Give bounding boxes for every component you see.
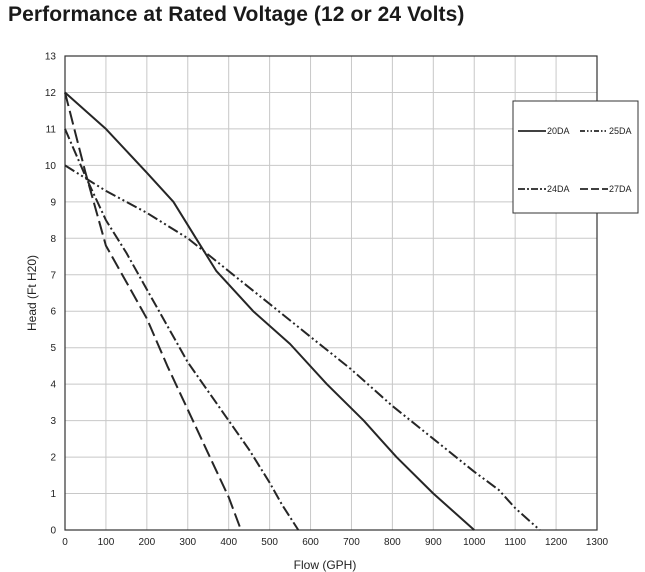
y-tick-label: 6 — [50, 307, 56, 318]
y-tick-label: 12 — [45, 88, 57, 99]
x-tick-label: 1200 — [545, 537, 568, 548]
series-line-24da — [64, 128, 300, 531]
x-tick-label: 200 — [139, 537, 156, 548]
y-tick-label: 10 — [45, 161, 57, 172]
y-tick-label: 9 — [50, 197, 56, 208]
y-tick-label: 13 — [45, 52, 57, 63]
legend-label-24da: 24DA — [547, 184, 570, 194]
x-tick-label: 1000 — [463, 537, 486, 548]
y-tick-label: 1 — [50, 489, 56, 500]
x-tick-label: 1300 — [586, 537, 609, 548]
legend: 20DA 25DA 24DA 27DA — [512, 100, 639, 214]
x-tick-label: 1100 — [504, 537, 526, 548]
series-line-25da — [64, 164, 541, 531]
plot-frame — [64, 55, 598, 531]
legend-label-25da: 25DA — [609, 126, 632, 136]
y-axis-label: Head (Ft H20) — [25, 255, 39, 331]
y-tick-label: 5 — [50, 343, 56, 354]
x-tick-label: 0 — [62, 537, 68, 548]
y-tick-label: 11 — [46, 124, 57, 135]
x-axis-label: Flow (GPH) — [294, 558, 357, 572]
chart-title: Performance at Rated Voltage (12 or 24 V… — [8, 3, 465, 26]
x-tick-label: 900 — [425, 537, 442, 548]
x-tick-label: 500 — [261, 537, 278, 548]
series-line-20da — [64, 91, 475, 531]
y-tick-label: 8 — [50, 234, 56, 245]
tick-labels: 0 100 200 300 400 500 600 700 800 900 1000 1100 1200… — [45, 52, 609, 549]
y-tick-label: 0 — [50, 526, 56, 537]
x-tick-label: 700 — [343, 537, 360, 548]
x-tick-label: 600 — [302, 537, 319, 548]
x-tick-label: 100 — [98, 537, 115, 548]
x-tick-label: 300 — [179, 537, 196, 548]
y-tick-label: 3 — [50, 416, 56, 427]
series-line-27da — [64, 92, 242, 531]
x-tick-label: 800 — [384, 537, 401, 548]
y-tick-label: 7 — [50, 270, 56, 281]
series-lines — [64, 91, 541, 531]
x-tick-label: 400 — [220, 537, 237, 548]
y-tick-label: 2 — [50, 453, 56, 464]
y-tick-label: 4 — [50, 380, 56, 391]
legend-label-20da: 20DA — [547, 126, 570, 136]
legend-box — [512, 100, 639, 214]
legend-label-27da: 27DA — [609, 184, 632, 194]
